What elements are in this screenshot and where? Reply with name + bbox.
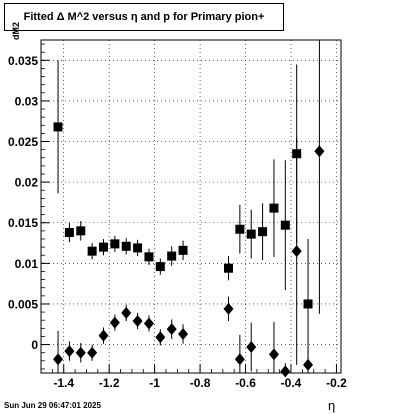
data-point-square (167, 251, 177, 261)
data-point-square (76, 226, 86, 236)
grid (41, 40, 341, 373)
data-point-diamond (143, 317, 154, 330)
x-tick-label: -0.4 (281, 376, 302, 390)
series-1 (53, 40, 325, 378)
series-0 (53, 60, 313, 369)
data-point-diamond (291, 245, 302, 258)
data-point-diamond (314, 145, 325, 158)
data-point-square (110, 239, 120, 249)
x-tick-label: -0.2 (326, 376, 347, 390)
data-point-diamond (246, 341, 257, 354)
data-point-diamond (87, 346, 98, 359)
data-point-square (64, 227, 74, 237)
data-point-diamond (155, 331, 166, 344)
data-point-diamond (166, 323, 177, 336)
data-point-diamond (234, 353, 245, 366)
x-axis-label: η (328, 398, 336, 413)
x-tick-label: -1.4 (53, 376, 74, 390)
data-point-diamond (75, 346, 86, 359)
timestamp: Sun Jun 29 06:47:01 2025 (4, 401, 101, 410)
x-tick-label: -1.2 (99, 376, 120, 390)
y-tick-label: 0 (31, 338, 38, 352)
data-point-square (269, 203, 279, 213)
data-point-square (53, 122, 63, 132)
data-point-diamond (280, 365, 291, 378)
data-point-diamond (223, 302, 234, 315)
data-point-square (87, 246, 97, 256)
data-point-diamond (109, 316, 120, 329)
data-marks (53, 40, 325, 378)
data-point-diamond (303, 358, 314, 371)
data-point-diamond (132, 315, 143, 328)
data-point-square (133, 243, 143, 253)
data-point-diamond (121, 306, 132, 319)
y-tick-label: 0.005 (8, 297, 38, 311)
data-point-diamond (53, 353, 64, 366)
data-point-square (246, 229, 256, 239)
data-point-square (144, 252, 154, 262)
y-tick-label: 0.035 (8, 54, 38, 68)
data-point-square (99, 242, 108, 252)
data-point-square (155, 262, 165, 272)
data-point-square (224, 263, 233, 273)
x-tick-label: -1 (149, 376, 160, 390)
data-point-square (303, 299, 313, 309)
y-tick-label: 0.015 (8, 216, 38, 230)
data-point-square (280, 220, 290, 230)
data-point-diamond (98, 329, 109, 342)
chart-title: Fitted Δ M^2 versus η and p for Primary … (4, 3, 284, 31)
plot-frame (40, 39, 342, 374)
x-tick-label: -0.8 (190, 376, 211, 390)
data-point-square (235, 224, 245, 234)
x-tick-label: -0.6 (235, 376, 256, 390)
y-tick-label: 0.025 (8, 135, 38, 149)
data-point-diamond (64, 345, 75, 358)
data-point-diamond (268, 348, 279, 361)
y-tick-label: 0.02 (15, 176, 39, 190)
y-tick-label: 0.01 (15, 257, 39, 271)
data-point-square (258, 227, 268, 237)
data-point-diamond (178, 328, 189, 341)
y-tick-label: 0.03 (15, 94, 39, 108)
axes: -1.4 -1.2 -1 -0.8 -0.6 -0.4 -0.2 0 0.005 0.01 0.01… (8, 43, 347, 390)
data-point-square (178, 245, 188, 255)
y-axis-label: dM2 (11, 22, 21, 40)
data-point-square (121, 241, 131, 251)
